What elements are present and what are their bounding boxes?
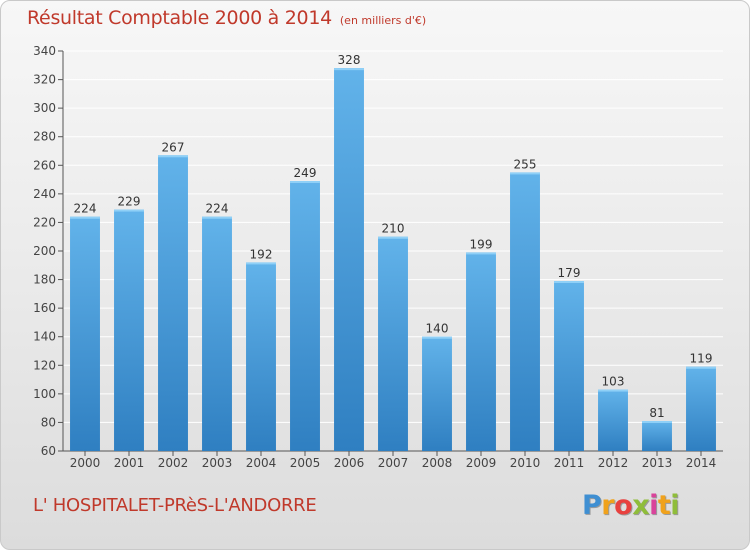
bar-highlight: [466, 252, 496, 255]
y-tick-label: 220: [33, 215, 56, 229]
data-label: 267: [162, 140, 185, 154]
bar: [114, 209, 144, 451]
x-tick-label: 2009: [466, 456, 497, 470]
bars: [70, 68, 716, 452]
data-label: 249: [294, 166, 317, 180]
commune-name: L' HOSPITALET-PRèS-L'ANDORRE: [33, 495, 317, 516]
bar-highlight: [158, 155, 188, 158]
bar: [334, 68, 364, 452]
y-tick-label: 60: [41, 444, 56, 458]
x-tick-label: 2007: [378, 456, 409, 470]
y-tick-label: 200: [33, 244, 56, 258]
x-tick-label: 2012: [598, 456, 629, 470]
data-label: 210: [382, 222, 405, 236]
x-tick-label: 2005: [290, 456, 321, 470]
logo-letter: i: [670, 490, 680, 521]
bar-highlight: [202, 216, 232, 219]
y-tick-label: 300: [33, 101, 56, 115]
x-tick-label: 2002: [158, 456, 189, 470]
bar-highlight: [246, 262, 276, 265]
bar: [642, 421, 672, 451]
y-tick-label: 140: [33, 330, 56, 344]
x-tick-label: 2008: [422, 456, 453, 470]
bar: [598, 389, 628, 451]
logo-letter: P: [582, 490, 602, 521]
y-tick-label: 340: [33, 44, 56, 58]
x-tick-label: 2000: [70, 456, 101, 470]
logo-letter: t: [657, 490, 671, 521]
y-tick-label: 280: [33, 130, 56, 144]
bar: [378, 236, 408, 451]
bar-highlight: [290, 181, 320, 183]
data-label: 179: [558, 266, 581, 280]
x-tick-label: 2010: [510, 456, 541, 470]
bar-highlight: [642, 421, 672, 423]
bar: [246, 262, 276, 451]
x-tick-label: 2001: [114, 456, 145, 470]
logo-letter: r: [601, 490, 615, 521]
y-tick-label: 180: [33, 273, 56, 287]
x-tick-label: 2014: [686, 456, 717, 470]
bar: [466, 252, 496, 451]
bar: [686, 366, 716, 451]
bar-highlight: [70, 216, 100, 219]
bar: [290, 181, 320, 451]
bar: [422, 336, 452, 451]
y-tick-label: 320: [33, 73, 56, 87]
data-label: 224: [74, 202, 97, 216]
data-label: 328: [338, 53, 361, 67]
data-label: 229: [118, 195, 141, 209]
data-label: 199: [470, 237, 493, 251]
y-tick-label: 160: [33, 301, 56, 315]
logo-letter: x: [632, 490, 650, 521]
x-tick-label: 2004: [246, 456, 277, 470]
y-tick-label: 100: [33, 387, 56, 401]
bar-highlight: [510, 172, 540, 175]
chart-title: Résultat Comptable 2000 à 2014 (en millie…: [27, 7, 426, 29]
y-tick-label: 260: [33, 158, 56, 172]
data-labels: 224 229 267 224 192 249 328 210 140 199 255 179 103 8…: [74, 53, 713, 420]
data-label: 192: [250, 247, 273, 261]
logo-letter: o: [614, 490, 633, 521]
bar-highlight: [686, 366, 716, 369]
data-label: 255: [514, 157, 537, 171]
y-tick-label: 240: [33, 187, 56, 201]
bar: [202, 216, 232, 451]
chart-subtitle: (en milliers d'€): [339, 14, 427, 27]
data-label: 119: [690, 352, 713, 366]
bar: [70, 216, 100, 451]
x-tick-label: 2011: [554, 456, 585, 470]
data-label: 140: [426, 322, 449, 336]
y-tick-label: 120: [33, 358, 56, 372]
bar-highlight: [422, 336, 452, 339]
data-label: 224: [206, 202, 229, 216]
proxiti-logo: Proxiti: [582, 490, 680, 521]
y-tick-label: 80: [41, 415, 56, 429]
bar-highlight: [114, 209, 144, 212]
bar: [510, 172, 540, 451]
data-label: 103: [602, 375, 625, 389]
logo-letter: i: [649, 490, 658, 521]
x-tick-label: 2006: [334, 456, 365, 470]
chart-title-text: Résultat Comptable 2000 à 2014: [27, 7, 332, 29]
bar: [158, 155, 188, 452]
bar-highlight: [598, 389, 628, 392]
data-label: 81: [649, 406, 664, 420]
bar-highlight: [554, 281, 584, 283]
bar-highlight: [378, 236, 408, 239]
x-tick-label: 2003: [202, 456, 233, 470]
bar: [554, 281, 584, 451]
x-tick-label: 2013: [642, 456, 673, 470]
bar-highlight: [334, 68, 364, 71]
